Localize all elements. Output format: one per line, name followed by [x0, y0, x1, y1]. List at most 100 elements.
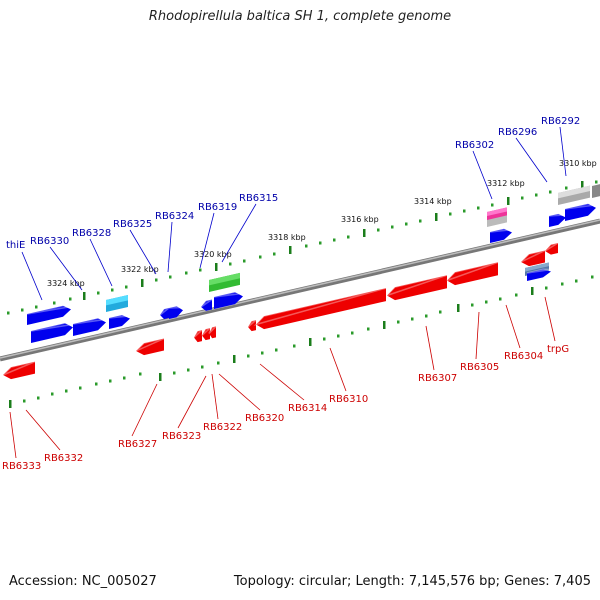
reverse-label-leader — [329, 347, 347, 392]
tick-minor — [123, 376, 126, 380]
reverse-gene-arrow-shine — [520, 249, 546, 263]
reverse-gene-label: RB6304 — [504, 351, 543, 362]
forward-gene-label: RB6330 — [30, 236, 69, 247]
forward-gene-label: thiE — [6, 240, 25, 251]
reverse-gene-arrow-shine — [135, 337, 165, 352]
tick-major — [383, 321, 386, 329]
reverse-label-leader — [131, 383, 158, 437]
forward-label-leader — [89, 238, 113, 287]
tick-minor — [199, 268, 202, 272]
reverse-label-leader — [475, 311, 480, 360]
forward-gene-arrow — [109, 315, 130, 329]
tick-minor — [53, 301, 56, 305]
forward-gene-arrow — [214, 292, 243, 309]
forward-gene-arrow-shine — [72, 317, 107, 325]
reverse-gene-arrow — [194, 330, 202, 343]
tick-minor — [169, 275, 172, 279]
tick-minor — [561, 282, 564, 286]
tick-major — [83, 292, 86, 300]
reverse-gene-label: RB6332 — [44, 453, 83, 464]
reverse-gene-arrow — [209, 326, 216, 339]
backbone-line — [0, 218, 600, 362]
tick-minor — [471, 303, 474, 307]
gene-features — [2, 184, 600, 380]
tick-major — [159, 373, 162, 381]
tick-minor — [7, 311, 10, 315]
tick-major — [531, 287, 534, 295]
tick-major — [457, 304, 460, 312]
forward-gene-arrow-shine — [548, 213, 567, 217]
forward-gene-label: RB6324 — [155, 211, 194, 222]
tick-major — [233, 355, 236, 363]
tick-minor — [347, 235, 350, 239]
tick-minor — [247, 354, 250, 358]
tick-minor — [391, 225, 394, 229]
tick-minor — [65, 389, 68, 393]
forward-gene-arrow — [490, 228, 512, 243]
tick-minor — [545, 286, 548, 290]
tick-minor — [515, 293, 518, 297]
reverse-gene-arrow-shine — [247, 319, 257, 328]
scale-label: 3316 kbp — [341, 215, 379, 224]
tick-minor — [337, 334, 340, 338]
forward-gene-arrow-shine — [168, 305, 184, 309]
reverse-label-leader — [177, 375, 207, 429]
grey-feature — [592, 184, 600, 198]
grey-feature-top — [558, 185, 590, 199]
tick-minor — [259, 255, 262, 259]
scale-labels: 3324 kbp 3322 kbp 3320 kbp 3318 kbp 3316 kbp… — [47, 159, 597, 288]
reverse-gene-label: RB6323 — [162, 431, 201, 442]
forward-gene-arrow-shine — [108, 314, 131, 319]
rna-feature-top — [209, 272, 240, 286]
tick-minor — [273, 252, 276, 256]
topology-label: Topology: circular; Length: 7,145,576 bp… — [233, 574, 591, 589]
reverse-gene-arrow — [521, 250, 545, 267]
tick-minor — [173, 371, 176, 375]
reverse-gene-label: RB6314 — [288, 403, 327, 414]
tick-minor — [595, 180, 598, 184]
tick-minor — [229, 262, 232, 266]
tick-minor — [23, 399, 26, 403]
forward-label-leader — [221, 203, 257, 263]
tick-minor — [397, 320, 400, 324]
forward-label-leader — [167, 221, 173, 273]
tick-minor — [275, 348, 278, 352]
forward-label-leader — [21, 251, 43, 301]
tick-minor — [185, 271, 188, 275]
reverse-gene-arrow-shine — [208, 325, 219, 335]
forward-gene-arrow — [549, 213, 566, 227]
reverse-gene-arrow — [256, 288, 386, 330]
tick-minor — [405, 222, 408, 226]
reverse-gene-arrow — [447, 262, 498, 286]
tick-minor — [351, 331, 354, 335]
tick-minor — [69, 297, 72, 301]
tick-major — [363, 229, 366, 237]
forward-gene-arrow-shine — [564, 202, 597, 210]
reverse-label-leader — [505, 304, 521, 349]
tick-minor — [109, 379, 112, 383]
reverse-gene-arrow-shine — [386, 274, 448, 297]
reverse-label-leader — [9, 411, 17, 459]
reverse-gene-arrow-shine — [446, 261, 499, 282]
forward-gene-label: RB6292 — [541, 116, 580, 127]
forward-gene-arrow-shine — [526, 268, 552, 274]
forward-gene-arrow — [31, 323, 73, 343]
tick-minor — [79, 386, 82, 390]
forward-gene-arrow — [160, 307, 169, 320]
forward-gene-arrow — [527, 269, 551, 281]
forward-gene-arrow-shine — [159, 307, 170, 316]
reverse-gene-label: RB6305 — [460, 362, 499, 373]
forward-label-leader — [559, 126, 567, 177]
tick-minor — [35, 305, 38, 309]
reverse-gene-label: RB6327 — [118, 439, 157, 450]
tick-minor — [439, 310, 442, 314]
reverse-gene-label: trpG — [547, 344, 569, 355]
tick-minor — [419, 219, 422, 223]
tick-minor — [411, 317, 414, 321]
tick-minor — [591, 275, 594, 279]
reverse-gene-label: RB6322 — [203, 422, 242, 433]
forward-gene-arrow-shine — [489, 228, 513, 233]
pink-feature-top — [487, 207, 507, 217]
tick-minor — [139, 372, 142, 376]
